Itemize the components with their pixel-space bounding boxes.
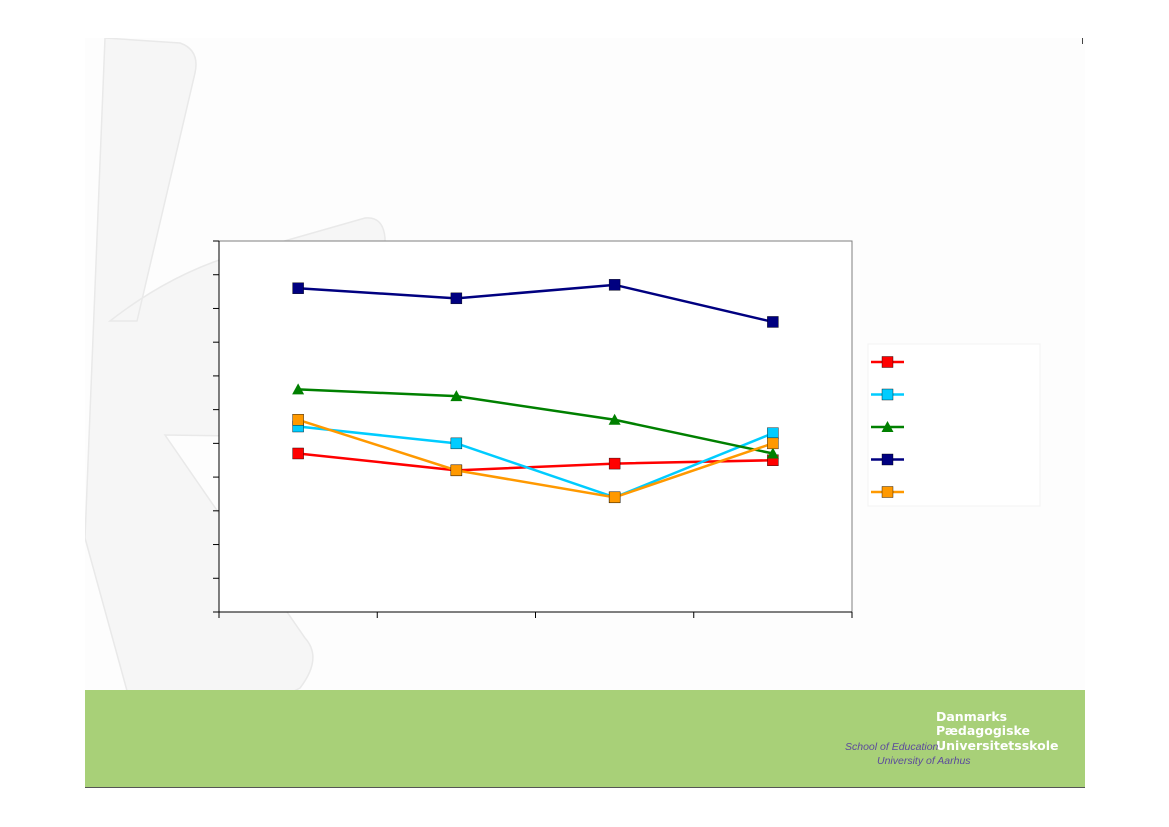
footer-rule	[85, 787, 1085, 788]
top-mark	[1082, 38, 1083, 44]
series-5-line	[297, 418, 774, 499]
legend-box	[867, 343, 1041, 507]
slide: Danmarks Pædagogiske Universitetsskole S…	[85, 38, 1085, 788]
series-4-point	[767, 316, 779, 328]
series-4-point	[450, 292, 463, 305]
series-5-point	[292, 414, 304, 426]
series-4-point	[608, 279, 621, 291]
series-5-point	[608, 491, 621, 504]
series-1-line	[297, 452, 773, 472]
legend-series-2-marker	[881, 388, 894, 401]
legend-series-5-marker	[881, 486, 894, 498]
series-4-point	[292, 282, 304, 294]
series-3-point	[766, 447, 779, 459]
logo-line-1: Danmarks	[936, 709, 1008, 724]
series-3-line	[298, 388, 774, 455]
footer-band	[85, 690, 1085, 788]
legend-series-3-marker	[881, 421, 894, 432]
series-3-point	[292, 383, 305, 395]
line-chart	[213, 240, 1041, 618]
logo-line-3: Universitetsskole	[936, 738, 1059, 753]
series-1-point	[608, 457, 621, 470]
logo-school-text: School of Education	[845, 741, 939, 753]
logo-university-text: University of Aarhus	[877, 755, 971, 767]
series-5-point	[450, 464, 463, 477]
series-3-point	[450, 390, 463, 402]
plot-area	[218, 240, 853, 613]
series-2-point	[767, 427, 779, 439]
legend-series-4-marker	[881, 453, 894, 466]
series-4-line	[298, 283, 774, 324]
series-5-point	[767, 437, 779, 450]
logo-line-2: Pædagogiske	[936, 723, 1030, 738]
series-2-point	[450, 437, 463, 450]
series-1-point	[292, 447, 304, 460]
legend-series-1-marker	[881, 356, 894, 368]
series-3-point	[608, 413, 621, 425]
series-2-line	[297, 425, 774, 499]
